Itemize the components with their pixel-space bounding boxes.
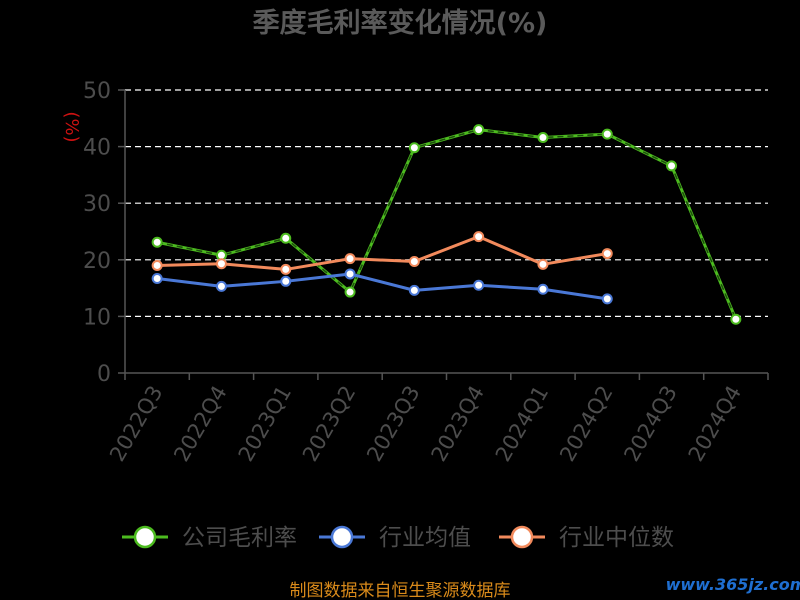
- data-point[interactable]: [151, 272, 163, 284]
- legend-item[interactable]: 行业均值: [319, 525, 471, 551]
- data-point[interactable]: [601, 128, 613, 140]
- data-point[interactable]: [537, 258, 549, 270]
- data-point[interactable]: [473, 124, 485, 136]
- data-point[interactable]: [537, 283, 549, 295]
- series-line-dash-overlay: [157, 128, 737, 320]
- chart-title: 季度毛利率变化情况(%): [253, 7, 548, 39]
- grid: [125, 89, 768, 317]
- legend-label: 行业中位数: [559, 525, 674, 551]
- x-tick-label: 2023Q3: [362, 382, 424, 466]
- data-point[interactable]: [280, 275, 292, 287]
- data-point[interactable]: [151, 236, 163, 248]
- data-point[interactable]: [344, 253, 356, 265]
- x-tick-label: 2023Q1: [234, 382, 296, 466]
- data-point[interactable]: [730, 313, 742, 325]
- legend-item[interactable]: 公司毛利率: [122, 525, 297, 551]
- data-point[interactable]: [280, 232, 292, 244]
- data-point[interactable]: [473, 231, 485, 243]
- y-tick-label: 20: [83, 249, 111, 274]
- legend-marker-symbol: [133, 525, 157, 549]
- legend-marker-symbol: [330, 525, 354, 549]
- x-tick-label: 2022Q3: [105, 382, 167, 466]
- x-tick-label: 2024Q3: [619, 382, 681, 466]
- y-axis-unit-label: (%): [61, 111, 82, 142]
- data-point[interactable]: [344, 286, 356, 298]
- y-tick-label: 0: [97, 362, 111, 387]
- y-tick-label: 40: [83, 136, 111, 161]
- x-tick-label: 2022Q4: [169, 382, 231, 466]
- data-point[interactable]: [473, 279, 485, 291]
- series-2: [151, 231, 613, 275]
- data-point[interactable]: [408, 142, 420, 154]
- data-point[interactable]: [537, 132, 549, 144]
- data-point[interactable]: [344, 268, 356, 280]
- data-point[interactable]: [280, 263, 292, 275]
- x-tick-label: 2024Q4: [684, 382, 746, 466]
- y-tick-label: 30: [83, 192, 111, 217]
- data-point[interactable]: [151, 259, 163, 271]
- series-layer: [151, 124, 742, 325]
- x-tick-label: 2023Q2: [298, 382, 360, 466]
- legend[interactable]: 公司毛利率 行业均值 行业中位数: [122, 525, 674, 551]
- watermark: www.365jz.com: [666, 575, 800, 594]
- series-0: [151, 124, 742, 325]
- data-point[interactable]: [408, 284, 420, 296]
- data-point[interactable]: [215, 258, 227, 270]
- series-1: [151, 268, 613, 305]
- x-tick-label: 2023Q4: [427, 382, 489, 466]
- data-point[interactable]: [408, 255, 420, 267]
- series-line: [156, 272, 608, 301]
- data-point[interactable]: [601, 248, 613, 260]
- y-tick-label: 10: [83, 305, 111, 330]
- series-line: [157, 235, 608, 271]
- source-note: 制图数据来自恒生聚源数据库: [290, 581, 511, 600]
- y-tick-label: 50: [83, 79, 111, 104]
- legend-item[interactable]: 行业中位数: [499, 525, 674, 551]
- legend-marker-symbol: [510, 525, 534, 549]
- data-point[interactable]: [215, 280, 227, 292]
- x-tick-label: 2024Q2: [555, 382, 617, 466]
- data-point[interactable]: [666, 160, 678, 172]
- legend-label: 行业均值: [379, 525, 471, 551]
- x-tick-label: 2024Q1: [491, 382, 553, 466]
- data-point[interactable]: [601, 293, 613, 305]
- legend-label: 公司毛利率: [182, 525, 297, 551]
- series-line: [156, 128, 738, 320]
